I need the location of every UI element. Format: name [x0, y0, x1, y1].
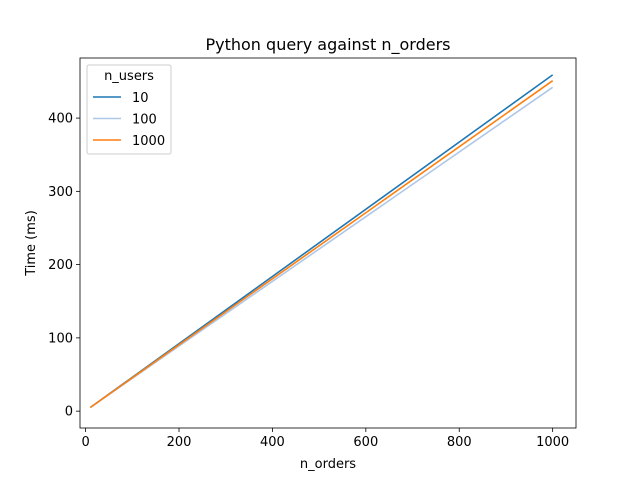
- x-axis-label: n_orders: [300, 457, 356, 472]
- plot-frame: [79, 57, 577, 429]
- legend-label-10: 10: [132, 91, 149, 106]
- y-axis-label: Time (ms): [24, 210, 39, 277]
- y-tick-label: 0: [65, 405, 73, 420]
- y-tick-label: 100: [48, 331, 73, 346]
- plot-area: [89, 74, 554, 409]
- x-tick-label: 0: [81, 435, 89, 450]
- x-tick-label: 600: [353, 435, 378, 450]
- x-tick-label: 800: [447, 435, 472, 450]
- legend: n_users 10 100 1000: [86, 64, 172, 155]
- legend-title: n_users: [104, 69, 154, 84]
- x-axis: 0 200 400 600 800 1000: [81, 428, 569, 450]
- legend-box: [86, 64, 172, 155]
- legend-label-100: 100: [132, 113, 157, 128]
- series-line-100: [89, 86, 554, 409]
- y-axis: 0 100 200 300 400: [48, 112, 80, 420]
- legend-entries: 10 100 1000: [93, 91, 165, 149]
- x-tick-label: 1000: [536, 435, 569, 450]
- legend-label-1000: 1000: [132, 134, 165, 149]
- chart-title: Python query against n_orders: [205, 35, 450, 55]
- x-tick-label: 400: [260, 435, 285, 450]
- x-tick-label: 200: [167, 435, 192, 450]
- y-tick-label: 400: [48, 112, 73, 127]
- y-tick-label: 300: [48, 185, 73, 200]
- series-line-1000: [89, 80, 554, 409]
- y-tick-label: 200: [48, 258, 73, 273]
